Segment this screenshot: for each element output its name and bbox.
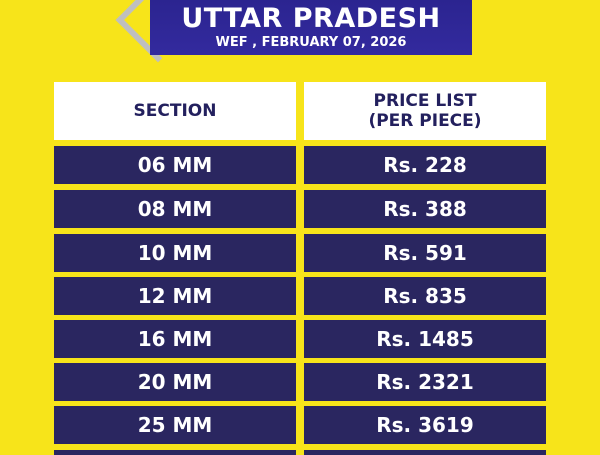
section-cell: 20 MM — [54, 363, 296, 401]
price-cell: Rs. 1485 — [304, 320, 546, 358]
header-price: PRICE LIST (PER PIECE) — [304, 82, 546, 140]
section-cell: 10 MM — [54, 234, 296, 272]
effective-date: WEF , FEBRUARY 07, 2026 — [215, 35, 407, 50]
section-cell: 12 MM — [54, 277, 296, 315]
header-section: SECTION — [54, 82, 296, 140]
price-cell: Rs. 835 — [304, 277, 546, 315]
partial-row — [304, 450, 546, 455]
section-cell: 25 MM — [54, 406, 296, 444]
price-cell: Rs. 228 — [304, 146, 546, 184]
title-banner — [150, 0, 472, 55]
page-title: UTTAR PRADESH — [181, 3, 441, 34]
section-cell: 08 MM — [54, 190, 296, 228]
price-cell: Rs. 2321 — [304, 363, 546, 401]
price-cell: Rs. 591 — [304, 234, 546, 272]
price-cell: Rs. 388 — [304, 190, 546, 228]
section-cell: 06 MM — [54, 146, 296, 184]
section-cell: 16 MM — [54, 320, 296, 358]
partial-row — [54, 450, 296, 455]
price-cell: Rs. 3619 — [304, 406, 546, 444]
